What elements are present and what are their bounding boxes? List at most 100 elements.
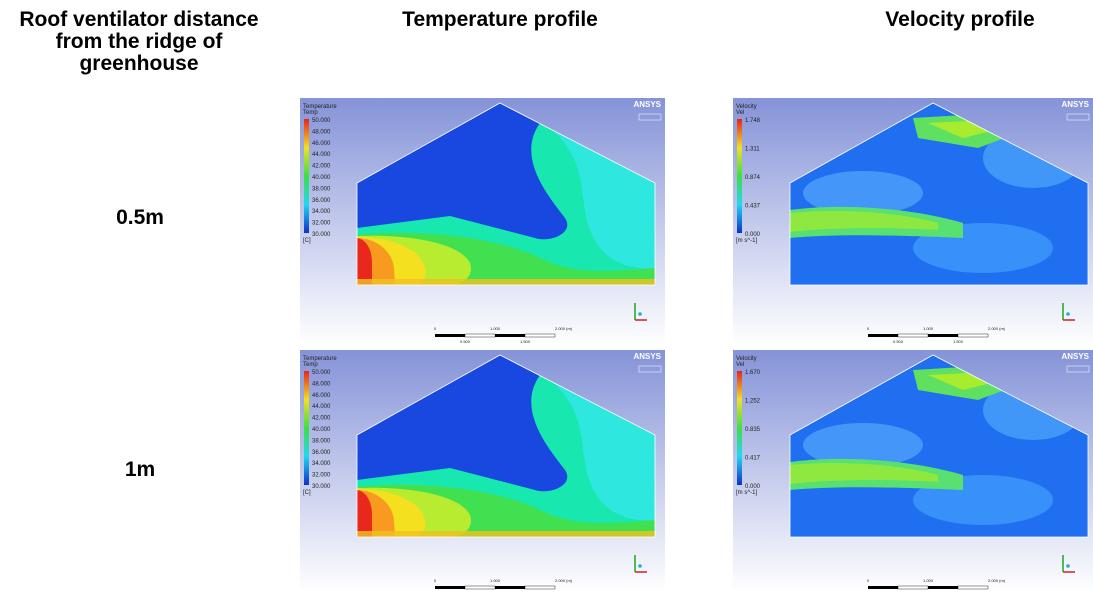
brand: ANSYS — [633, 100, 661, 109]
region — [357, 279, 655, 285]
legend-title: Velocity — [736, 356, 757, 362]
region — [803, 171, 923, 215]
legend-level: 0.437 — [745, 204, 761, 210]
scale-bar — [868, 334, 898, 337]
legend-level: 1.670 — [745, 370, 761, 376]
scale-label: 2.000 (m) — [988, 326, 1006, 331]
legend-level: 34.000 — [312, 461, 331, 467]
region — [357, 490, 372, 537]
brand: ANSYS — [1061, 352, 1089, 361]
legend-unit: [C] — [303, 238, 311, 244]
legend-level: 32.000 — [312, 473, 331, 479]
legend-level: 1.748 — [745, 118, 761, 124]
axis-z — [638, 564, 642, 568]
legend-level: 0.874 — [745, 175, 761, 181]
legend-level: 1.311 — [745, 147, 760, 153]
region — [790, 211, 938, 232]
color-bar — [304, 371, 309, 485]
legend-level: 42.000 — [312, 164, 331, 170]
scale-bar — [957, 333, 989, 338]
scale-bar — [495, 334, 525, 337]
legend-level: 0.000 — [745, 484, 761, 490]
brand: ANSYS — [1061, 100, 1089, 109]
region — [357, 238, 372, 285]
brand: ANSYS — [633, 352, 661, 361]
legend-level: 46.000 — [312, 141, 331, 147]
legend-level: 48.000 — [312, 381, 331, 387]
scale-label: 1.000 — [923, 326, 934, 331]
legend-level: 38.000 — [312, 186, 331, 192]
scale-bar — [957, 585, 989, 590]
domain — [790, 355, 1088, 537]
scale-label: 2.000 (m) — [555, 326, 573, 331]
legend-level: 30.000 — [312, 484, 331, 490]
legend-level: 30.000 — [312, 232, 331, 238]
scale-bar — [524, 333, 556, 338]
scale-bar — [435, 334, 465, 337]
scale-label: 1.500 — [520, 339, 531, 344]
domain — [357, 103, 655, 285]
region — [790, 463, 938, 484]
color-bar — [737, 371, 742, 485]
legend-level: 0.000 — [745, 232, 761, 238]
outline — [356, 354, 656, 538]
legend-level: 40.000 — [312, 175, 331, 181]
legend-variable: Vel — [736, 362, 744, 368]
scale-bar — [928, 334, 958, 337]
scale-label: 1.500 — [953, 339, 964, 344]
scale-label: 1.000 — [923, 578, 934, 583]
legend-level: 36.000 — [312, 198, 331, 204]
row-label: 0.5m — [116, 206, 164, 229]
legend-level: 1.252 — [745, 399, 761, 405]
legend-unit: [m s^-1] — [736, 238, 757, 244]
legend-variable: Temp — [303, 110, 318, 116]
domain — [790, 103, 1088, 285]
scale-label: 0 — [867, 578, 870, 583]
axis-z — [638, 312, 642, 316]
column-header: Velocity profile — [885, 8, 1035, 31]
scale-bar — [464, 585, 496, 590]
legend-level: 0.835 — [745, 427, 761, 433]
legend-title: Velocity — [736, 104, 757, 110]
region — [803, 423, 923, 467]
scale-bar — [495, 586, 525, 589]
color-bar — [304, 119, 309, 233]
legend-variable: Temp — [303, 362, 318, 368]
legend-level: 44.000 — [312, 404, 331, 410]
scale-label: 0 — [434, 578, 437, 583]
scale-bar — [524, 585, 556, 590]
badge — [638, 113, 662, 121]
legend-level: 42.000 — [312, 416, 331, 422]
legend-level: 50.000 — [312, 118, 331, 124]
legend-unit: [C] — [303, 490, 311, 496]
scale-label: 2.000 (m) — [988, 578, 1006, 583]
scale-label: 0.500 — [893, 339, 904, 344]
legend-level: 34.000 — [312, 209, 331, 215]
outline — [789, 102, 1089, 286]
color-bar — [737, 119, 742, 233]
badge — [1066, 113, 1090, 121]
scale-bar — [464, 333, 496, 338]
legend-level: 32.000 — [312, 221, 331, 227]
region — [357, 103, 568, 240]
scale-label: 2.000 (m) — [555, 578, 573, 583]
scale-label: 1.000 — [490, 578, 501, 583]
column-header: Roof ventilator distance from the ridge … — [19, 8, 259, 75]
scale-label: 0.500 — [460, 339, 471, 344]
scale-bar — [928, 586, 958, 589]
legend-level: 50.000 — [312, 370, 331, 376]
legend-level: 36.000 — [312, 450, 331, 456]
column-header: Temperature profile — [402, 8, 598, 31]
outline — [356, 102, 656, 286]
scale-bar — [435, 586, 465, 589]
legend-level: 48.000 — [312, 129, 331, 135]
scale-label: 1.000 — [490, 326, 501, 331]
scale-label: 0 — [867, 326, 870, 331]
region — [357, 355, 568, 492]
legend-level: 38.000 — [312, 438, 331, 444]
legend-title: Temperature — [303, 356, 337, 362]
